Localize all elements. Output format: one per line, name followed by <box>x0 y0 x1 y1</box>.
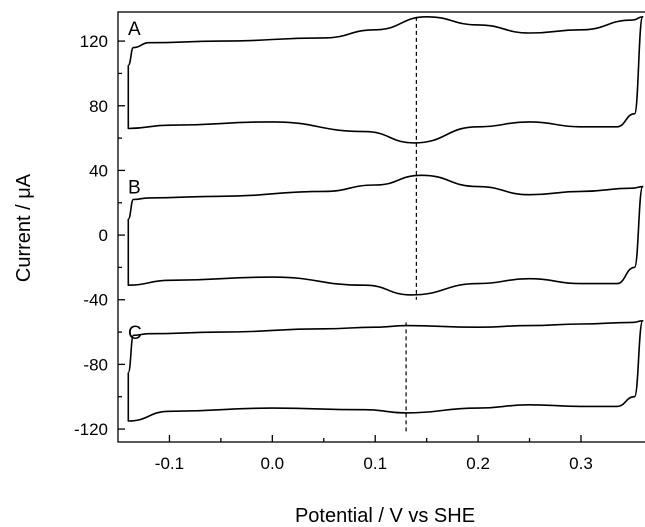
reference-lines <box>405 16 417 433</box>
y-tick-label: -120 <box>74 420 108 439</box>
cv-curve-a <box>127 16 644 144</box>
y-axis-title: Current / μA <box>13 173 35 282</box>
curve-label-b: B <box>128 177 141 198</box>
y-tick-label: 0 <box>99 226 108 245</box>
y-tick-label: 120 <box>80 32 108 51</box>
axis-ticks <box>118 40 582 442</box>
curve-label-c: C <box>128 323 142 344</box>
y-tick-label: -80 <box>83 355 108 374</box>
x-tick-label: 0.1 <box>363 454 387 473</box>
y-tick-label: -40 <box>83 291 108 310</box>
x-axis-title: Potential / V vs SHE <box>295 505 475 527</box>
cv-curve-c <box>127 320 644 422</box>
curve-label-a: A <box>128 19 141 40</box>
curves-group <box>127 16 644 422</box>
plot-frame <box>117 11 645 443</box>
y-tick-label: 40 <box>89 161 108 180</box>
x-tick-labels: -0.1 0.0 0.1 0.2 0.3 <box>155 454 593 473</box>
curve-labels: A B C <box>128 19 142 344</box>
x-tick-label: 0.2 <box>466 454 490 473</box>
x-tick-label: 0.0 <box>261 454 285 473</box>
y-tick-labels: 120 80 40 0 -40 -80 -120 <box>74 32 108 439</box>
x-tick-label: -0.1 <box>155 454 184 473</box>
x-tick-label: 0.3 <box>569 454 593 473</box>
y-tick-label: 80 <box>89 97 108 116</box>
cv-curve-b <box>127 174 644 296</box>
